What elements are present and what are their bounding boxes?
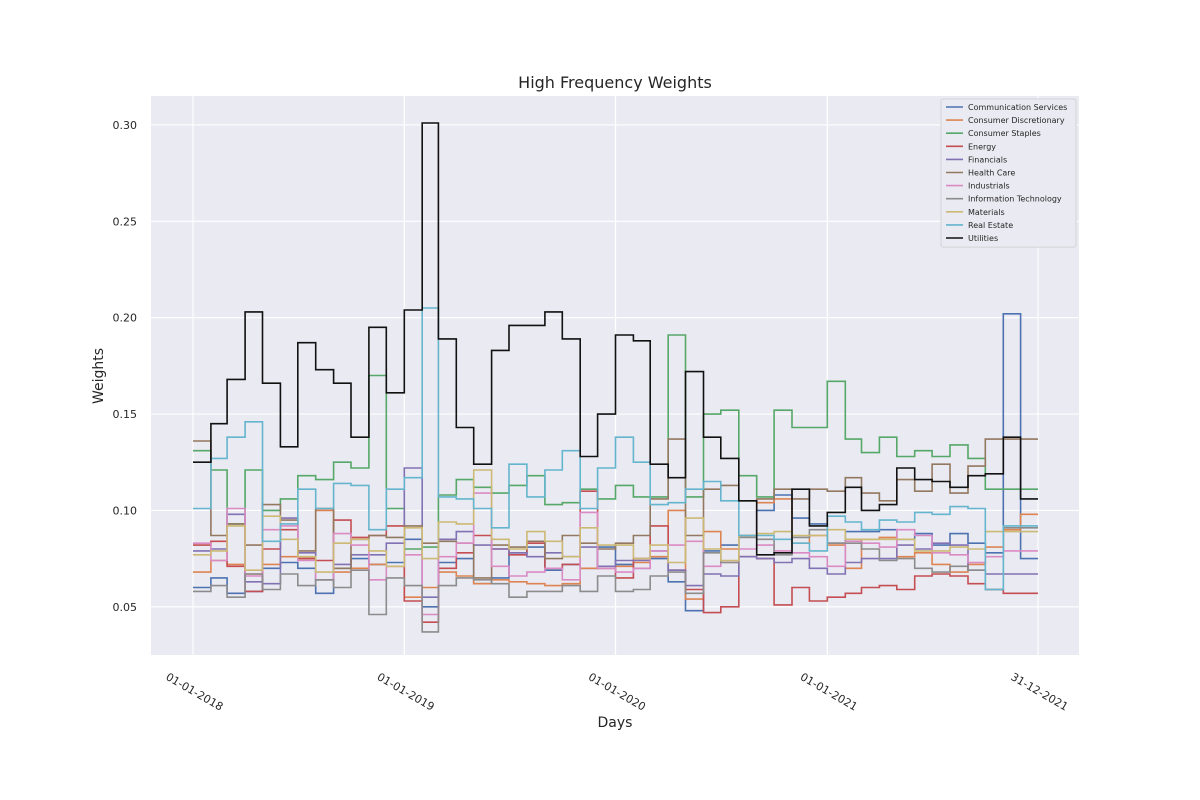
legend-label: Financials xyxy=(968,155,1007,164)
series-layer xyxy=(193,122,1038,633)
series-line-7 xyxy=(193,527,1038,633)
legend-label: Industrials xyxy=(968,182,1010,191)
x-tick-label: 01-01-2021 xyxy=(798,670,860,713)
legend-label: Utilities xyxy=(968,234,998,243)
legend: Communication Services Consumer Discretio… xyxy=(940,98,1077,248)
series-line-9 xyxy=(193,307,1038,591)
legend-label: Real Estate xyxy=(968,221,1013,230)
series-line-8 xyxy=(193,469,1038,573)
x-tick-label: 01-01-2018 xyxy=(164,670,226,713)
y-tick-label: 0.10 xyxy=(113,504,138,517)
x-axis-label: Days xyxy=(598,715,633,731)
y-tick-label: 0.25 xyxy=(113,215,138,228)
x-tick-label: 01-01-2019 xyxy=(375,670,437,713)
legend-label: Information Technology xyxy=(968,195,1062,204)
legend-label: Communication Services xyxy=(968,103,1067,112)
x-tick-label: 31-12-2021 xyxy=(1009,670,1071,713)
legend-label: Energy xyxy=(968,142,996,151)
y-tick-label: 0.05 xyxy=(113,601,138,614)
chart-title: High Frequency Weights xyxy=(518,73,712,92)
legend-box xyxy=(940,98,1077,248)
y-tick-label: 0.15 xyxy=(113,408,138,421)
legend-label: Consumer Discretionary xyxy=(968,116,1065,125)
y-tick-label: 0.30 xyxy=(113,119,138,132)
legend-label: Consumer Staples xyxy=(968,129,1041,138)
series-line-10 xyxy=(193,122,1038,556)
legend-label: Materials xyxy=(968,208,1005,217)
y-axis-label: Weights xyxy=(91,348,107,404)
legend-label: Health Care xyxy=(968,169,1015,178)
x-tick-label: 01-01-2020 xyxy=(586,670,648,713)
y-tick-label: 0.20 xyxy=(113,312,138,325)
